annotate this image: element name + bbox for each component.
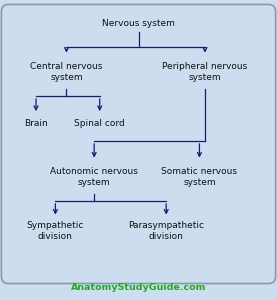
Text: Nervous system: Nervous system [102, 20, 175, 28]
FancyBboxPatch shape [1, 4, 276, 284]
Text: Somatic nervous
system: Somatic nervous system [161, 167, 237, 187]
Text: Sympathetic
division: Sympathetic division [27, 221, 84, 241]
Text: Spinal cord: Spinal cord [74, 118, 125, 127]
Text: AnatomyStudyGuide.com: AnatomyStudyGuide.com [71, 283, 206, 292]
Text: Central nervous
system: Central nervous system [30, 62, 103, 82]
Text: Parasympathetic
division: Parasympathetic division [128, 221, 204, 241]
Text: Autonomic nervous
system: Autonomic nervous system [50, 167, 138, 187]
Text: Brain: Brain [24, 118, 48, 127]
Text: Peripheral nervous
system: Peripheral nervous system [162, 62, 248, 82]
